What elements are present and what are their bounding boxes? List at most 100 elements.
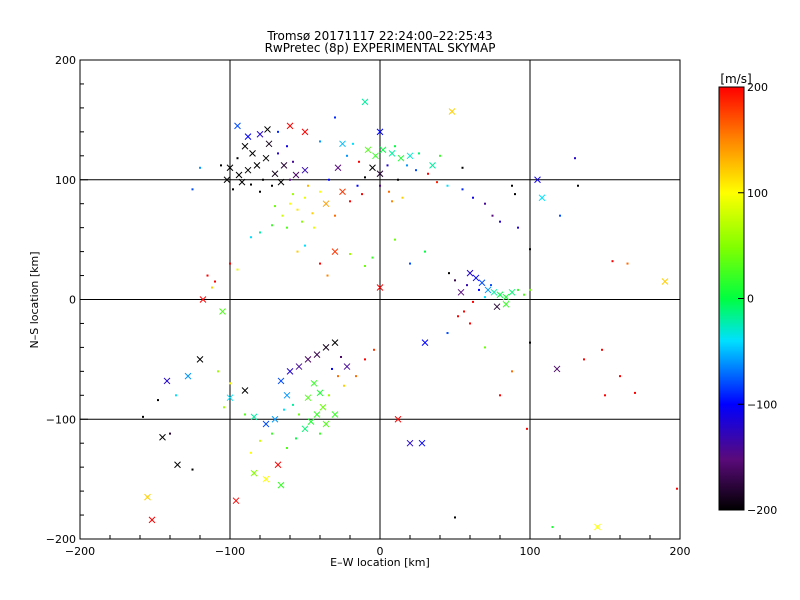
data-point-dot bbox=[601, 348, 603, 351]
data-point-dot bbox=[415, 169, 417, 172]
data-point-dot bbox=[292, 193, 294, 196]
data-point-cross bbox=[307, 418, 315, 425]
data-point-dot bbox=[328, 394, 330, 397]
data-point-cross bbox=[418, 439, 426, 447]
data-point-dot bbox=[271, 184, 273, 187]
y-tick-label: 0 bbox=[69, 294, 76, 307]
data-point-cross bbox=[274, 461, 282, 469]
data-point-dot bbox=[343, 384, 345, 387]
chart-title: Tromsø 20171117 22:24:00–22:25:43 bbox=[266, 29, 492, 43]
data-point-dot bbox=[349, 252, 351, 255]
data-point-cross bbox=[361, 98, 369, 106]
data-point-dot bbox=[292, 160, 294, 163]
colorbar-tick-label: −100 bbox=[747, 398, 777, 411]
data-point-cross bbox=[313, 411, 321, 418]
data-point-dot bbox=[298, 413, 300, 416]
data-point-dot bbox=[364, 358, 366, 361]
data-point-dot bbox=[523, 293, 525, 296]
data-point-cross bbox=[264, 126, 271, 133]
data-point-dot bbox=[199, 166, 201, 169]
data-point-cross bbox=[429, 162, 436, 169]
data-point-dot bbox=[461, 188, 464, 191]
data-point-cross bbox=[388, 150, 396, 157]
data-point-dot bbox=[517, 288, 519, 291]
data-point-dot bbox=[236, 157, 239, 160]
data-point-dot bbox=[397, 178, 399, 181]
data-point-dot bbox=[319, 190, 321, 193]
data-point-dot bbox=[220, 164, 222, 167]
data-point-dot bbox=[484, 202, 486, 205]
data-point-dot bbox=[304, 244, 306, 247]
data-point-dot bbox=[307, 184, 309, 187]
data-point-cross bbox=[292, 171, 300, 179]
data-points bbox=[142, 98, 678, 531]
data-point-cross bbox=[594, 523, 601, 531]
data-point-cross bbox=[372, 152, 379, 160]
data-point-dot bbox=[259, 439, 261, 442]
data-point-dot bbox=[424, 250, 426, 253]
data-point-cross bbox=[196, 356, 204, 363]
data-point-dot bbox=[191, 468, 194, 471]
data-point-cross bbox=[421, 339, 429, 346]
data-point-dot bbox=[289, 178, 291, 181]
data-point-dot bbox=[250, 183, 252, 186]
data-point-dot bbox=[217, 370, 219, 373]
data-point-dot bbox=[517, 226, 519, 229]
data-point-cross bbox=[184, 372, 192, 380]
data-point-dot bbox=[169, 432, 171, 435]
data-point-cross bbox=[277, 178, 285, 186]
data-point-dot bbox=[484, 296, 486, 299]
data-point-dot bbox=[337, 375, 339, 378]
data-point-dot bbox=[446, 332, 449, 335]
data-point-dot bbox=[331, 367, 333, 370]
data-point-cross bbox=[277, 377, 285, 385]
data-point-dot bbox=[328, 178, 330, 181]
y-tick-label: −200 bbox=[46, 533, 76, 546]
data-point-cross bbox=[199, 296, 207, 303]
data-point-cross bbox=[265, 140, 273, 148]
data-point-dot bbox=[340, 355, 342, 358]
data-point-cross bbox=[322, 420, 330, 428]
data-point-cross bbox=[313, 351, 321, 358]
data-point-dot bbox=[619, 375, 621, 378]
data-point-dot bbox=[418, 152, 420, 155]
colorbar-tick-label: 200 bbox=[747, 81, 768, 94]
data-point-dot bbox=[427, 172, 429, 175]
data-point-cross bbox=[262, 420, 270, 428]
data-point-cross bbox=[219, 308, 226, 315]
data-point-cross bbox=[238, 178, 246, 186]
data-point-dot bbox=[529, 288, 531, 291]
colorbar-label: [m/s] bbox=[720, 72, 751, 86]
data-point-cross bbox=[262, 154, 270, 162]
data-point-dot bbox=[232, 188, 234, 191]
data-point-cross bbox=[406, 439, 414, 447]
data-point-dot bbox=[466, 284, 468, 287]
data-point-dot bbox=[373, 348, 375, 351]
data-point-dot bbox=[211, 286, 213, 289]
y-tick-label: 100 bbox=[55, 174, 76, 187]
data-point-dot bbox=[346, 154, 348, 157]
data-point-dot bbox=[394, 238, 396, 241]
data-point-cross bbox=[496, 291, 504, 299]
data-point-dot bbox=[361, 193, 363, 196]
data-point-dot bbox=[296, 208, 299, 211]
data-point-cross bbox=[250, 469, 258, 477]
data-point-dot bbox=[259, 190, 261, 193]
chart-subtitle: RwPretec (8p) EXPERIMENTAL SKYMAP bbox=[265, 41, 496, 55]
data-point-dot bbox=[371, 256, 374, 259]
data-point-dot bbox=[409, 262, 411, 265]
data-point-cross bbox=[406, 152, 414, 160]
data-point-cross bbox=[508, 288, 516, 296]
data-point-cross bbox=[369, 164, 376, 172]
data-point-cross bbox=[331, 411, 339, 418]
data-point-dot bbox=[274, 205, 276, 208]
data-point-dot bbox=[454, 516, 456, 519]
data-point-dot bbox=[295, 437, 297, 440]
data-point-dot bbox=[250, 451, 252, 454]
data-point-dot bbox=[142, 415, 144, 418]
data-point-dot bbox=[364, 176, 366, 179]
data-point-dot bbox=[292, 403, 294, 406]
data-point-dot bbox=[511, 184, 513, 187]
data-point-dot bbox=[296, 250, 299, 253]
